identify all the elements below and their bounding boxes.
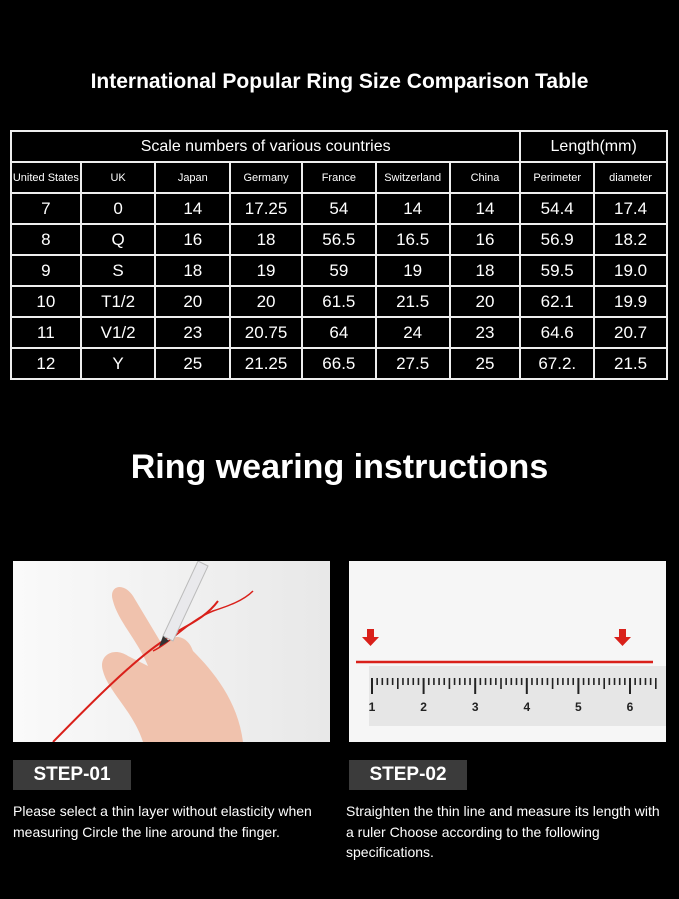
ruler-label: 5 bbox=[575, 700, 582, 714]
table-cell: 12 bbox=[10, 347, 82, 380]
column-header: Japan bbox=[154, 161, 232, 194]
column-header: UK bbox=[79, 161, 157, 194]
ruler-label: 3 bbox=[472, 700, 479, 714]
ruler-label: 6 bbox=[627, 700, 634, 714]
table-cell: 20.75 bbox=[229, 316, 303, 349]
step-01-text: Please select a thin layer without elast… bbox=[13, 803, 312, 840]
table-cell: 20 bbox=[448, 285, 522, 318]
table-cell: 23 bbox=[448, 316, 522, 349]
page-title: International Popular Ring Size Comparis… bbox=[90, 70, 589, 93]
table-cell: 25 bbox=[448, 347, 522, 380]
table-cell: 0 bbox=[79, 192, 157, 225]
table-cell: S bbox=[79, 254, 157, 287]
table-cell: Y bbox=[79, 347, 157, 380]
table-cell: 8 bbox=[10, 223, 82, 256]
arrow-down-icon bbox=[362, 629, 379, 646]
table-cell: 11 bbox=[10, 316, 82, 349]
column-header: Germany bbox=[229, 161, 303, 194]
table-cell: 56.5 bbox=[300, 223, 377, 256]
table-cell: 21.5 bbox=[593, 347, 668, 380]
table-cell: 56.9 bbox=[519, 223, 596, 256]
table-cell: 19 bbox=[374, 254, 451, 287]
table-cell: 17.4 bbox=[593, 192, 668, 225]
table-cell: 64 bbox=[300, 316, 377, 349]
table-row: 10 T1/2 20 20 61.5 21.5 20 62.1 19.9 bbox=[10, 285, 668, 318]
step-01-label: STEP-01 bbox=[13, 760, 131, 790]
step-02-label: STEP-02 bbox=[349, 760, 467, 790]
table-row: 12 Y 25 21.25 66.5 27.5 25 67.2. 21.5 bbox=[10, 347, 668, 380]
table-cell: 61.5 bbox=[300, 285, 377, 318]
table-cell: 19 bbox=[229, 254, 303, 287]
instructions-title: Ring wearing instructions bbox=[130, 448, 549, 486]
column-header: Switzerland bbox=[374, 161, 451, 194]
step-02-text: Straighten the thin line and measure its… bbox=[346, 803, 660, 860]
table-cell: 16.5 bbox=[374, 223, 451, 256]
table-cell: Q bbox=[79, 223, 157, 256]
column-header: diameter bbox=[593, 161, 668, 194]
table-cell: 14 bbox=[448, 192, 522, 225]
table-cell: 14 bbox=[374, 192, 451, 225]
table-cell: 64.6 bbox=[519, 316, 596, 349]
table-cell: 54.4 bbox=[519, 192, 596, 225]
countries-group-header: Scale numbers of various countries bbox=[9, 130, 522, 163]
table-row: 7 0 14 17.25 54 14 14 54.4 17.4 bbox=[10, 192, 668, 225]
table-cell: 25 bbox=[154, 347, 232, 380]
column-header: Perimeter bbox=[519, 161, 596, 194]
table-cell: 16 bbox=[448, 223, 522, 256]
hand-measuring-image bbox=[13, 561, 330, 742]
table-cell: 62.1 bbox=[519, 285, 596, 318]
table-cell: 54 bbox=[300, 192, 377, 225]
table-cell: 18 bbox=[154, 254, 232, 287]
table-cell: V1/2 bbox=[79, 316, 157, 349]
table-cell: 23 bbox=[154, 316, 232, 349]
arrow-down-icon bbox=[614, 629, 631, 646]
table-cell: 16 bbox=[154, 223, 232, 256]
ruler-label: 4 bbox=[523, 700, 530, 714]
table-cell: 17.25 bbox=[229, 192, 303, 225]
table-row: 11 V1/2 23 20.75 64 24 23 64.6 20.7 bbox=[10, 316, 668, 349]
table-cell: T1/2 bbox=[79, 285, 157, 318]
ruler-image: 1 2 3 4 5 6 bbox=[349, 561, 666, 742]
table-cell: 19.9 bbox=[593, 285, 668, 318]
table-cell: 18.2 bbox=[593, 223, 668, 256]
table-cell: 24 bbox=[374, 316, 451, 349]
table-cell: 18 bbox=[448, 254, 522, 287]
table-cell: 59.5 bbox=[519, 254, 596, 287]
table-cell: 14 bbox=[154, 192, 232, 225]
length-group-header: Length(mm) bbox=[519, 130, 668, 163]
table-cell: 20 bbox=[154, 285, 232, 318]
table-cell: 59 bbox=[300, 254, 377, 287]
column-header: United States bbox=[10, 161, 82, 194]
table-cell: 21.5 bbox=[374, 285, 451, 318]
column-header: China bbox=[448, 161, 522, 194]
table-cell: 7 bbox=[10, 192, 82, 225]
table-row: 9 S 18 19 59 19 18 59.5 19.0 bbox=[10, 254, 668, 287]
table-cell: 10 bbox=[10, 285, 82, 318]
table-cell: 20.7 bbox=[593, 316, 668, 349]
table-cell: 18 bbox=[229, 223, 303, 256]
table-cell: 20 bbox=[229, 285, 303, 318]
ring-size-table: Scale numbers of various countries Length… bbox=[9, 130, 668, 380]
table-cell: 21.25 bbox=[229, 347, 303, 380]
table-cell: 66.5 bbox=[300, 347, 377, 380]
ruler-label: 2 bbox=[420, 700, 427, 714]
table-cell: 19.0 bbox=[593, 254, 668, 287]
table-cell: 9 bbox=[10, 254, 82, 287]
column-header: France bbox=[300, 161, 377, 194]
table-cell: 27.5 bbox=[374, 347, 451, 380]
table-cell: 67.2. bbox=[519, 347, 596, 380]
ruler-label: 1 bbox=[369, 700, 376, 714]
table-row: 8 Q 16 18 56.5 16.5 16 56.9 18.2 bbox=[10, 223, 668, 256]
